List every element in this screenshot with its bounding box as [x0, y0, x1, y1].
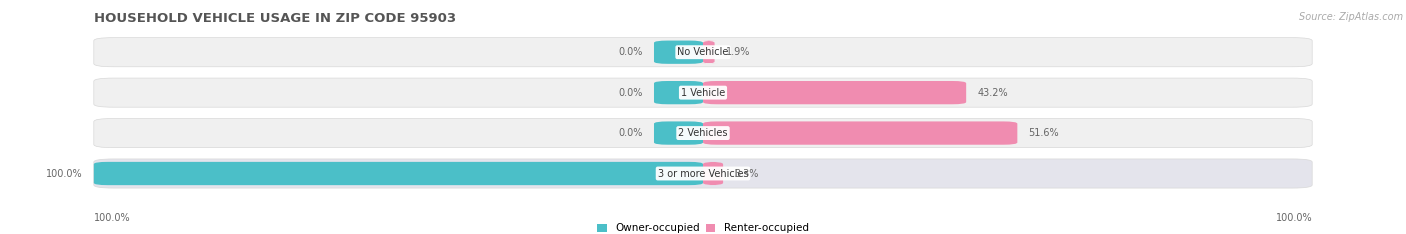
FancyBboxPatch shape — [703, 121, 1018, 145]
Text: 0.0%: 0.0% — [619, 88, 643, 98]
FancyBboxPatch shape — [700, 40, 717, 64]
FancyBboxPatch shape — [94, 118, 1312, 148]
Text: 3 or more Vehicles: 3 or more Vehicles — [658, 168, 748, 179]
FancyBboxPatch shape — [654, 40, 703, 64]
Text: 0.0%: 0.0% — [619, 47, 643, 57]
Text: 43.2%: 43.2% — [977, 88, 1008, 98]
Text: 100.0%: 100.0% — [1275, 213, 1312, 223]
Text: 1 Vehicle: 1 Vehicle — [681, 88, 725, 98]
Text: No Vehicle: No Vehicle — [678, 47, 728, 57]
Text: 3.3%: 3.3% — [734, 168, 759, 179]
Legend: Owner-occupied, Renter-occupied: Owner-occupied, Renter-occupied — [598, 223, 808, 234]
Text: Source: ZipAtlas.com: Source: ZipAtlas.com — [1299, 12, 1403, 22]
Text: HOUSEHOLD VEHICLE USAGE IN ZIP CODE 95903: HOUSEHOLD VEHICLE USAGE IN ZIP CODE 9590… — [94, 12, 456, 25]
Text: 2 Vehicles: 2 Vehicles — [678, 128, 728, 138]
Text: 51.6%: 51.6% — [1029, 128, 1059, 138]
Text: 0.0%: 0.0% — [619, 128, 643, 138]
FancyBboxPatch shape — [654, 81, 703, 104]
FancyBboxPatch shape — [94, 38, 1312, 67]
Text: 1.9%: 1.9% — [725, 47, 751, 57]
Text: 100.0%: 100.0% — [94, 213, 131, 223]
FancyBboxPatch shape — [94, 159, 1312, 188]
FancyBboxPatch shape — [94, 78, 1312, 107]
FancyBboxPatch shape — [703, 81, 966, 104]
FancyBboxPatch shape — [703, 162, 723, 185]
FancyBboxPatch shape — [94, 162, 703, 185]
FancyBboxPatch shape — [654, 121, 703, 145]
Text: 100.0%: 100.0% — [46, 168, 83, 179]
